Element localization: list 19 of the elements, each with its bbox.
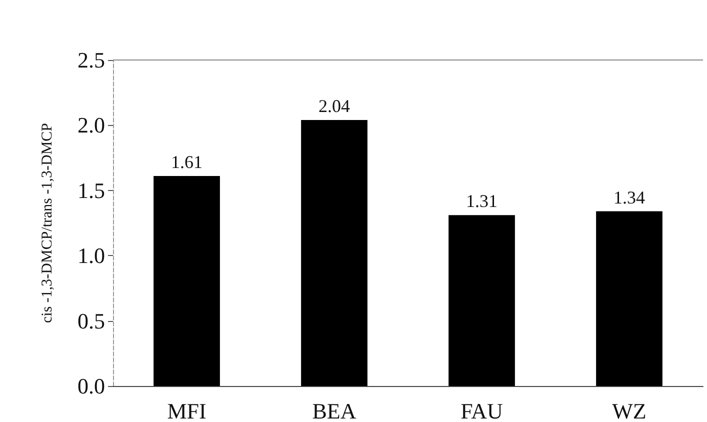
bar — [596, 211, 662, 386]
x-tick-label: FAU — [460, 398, 504, 422]
bar — [154, 176, 220, 386]
data-label: 1.34 — [614, 187, 645, 208]
x-tick-label: MFI — [167, 398, 206, 422]
y-axis-title: cis -1,3-DMCP/trans -1,3-DMCP — [40, 122, 56, 324]
x-tick-label: WZ — [612, 398, 646, 422]
y-tick-label: 2.5 — [78, 48, 105, 72]
y-tick-label: 1.0 — [78, 243, 105, 268]
data-label: 1.31 — [466, 191, 498, 212]
bar — [301, 120, 368, 386]
y-tick-label: 0.5 — [78, 308, 105, 334]
y-tick-label: 1.5 — [78, 178, 105, 203]
bar — [448, 215, 515, 386]
y-tick-label: 0.0 — [78, 374, 105, 398]
y-tick-label: 2.0 — [78, 112, 105, 138]
data-label: 2.04 — [318, 96, 350, 116]
data-label: 1.61 — [171, 152, 202, 172]
x-tick-label: BEA — [312, 398, 356, 422]
